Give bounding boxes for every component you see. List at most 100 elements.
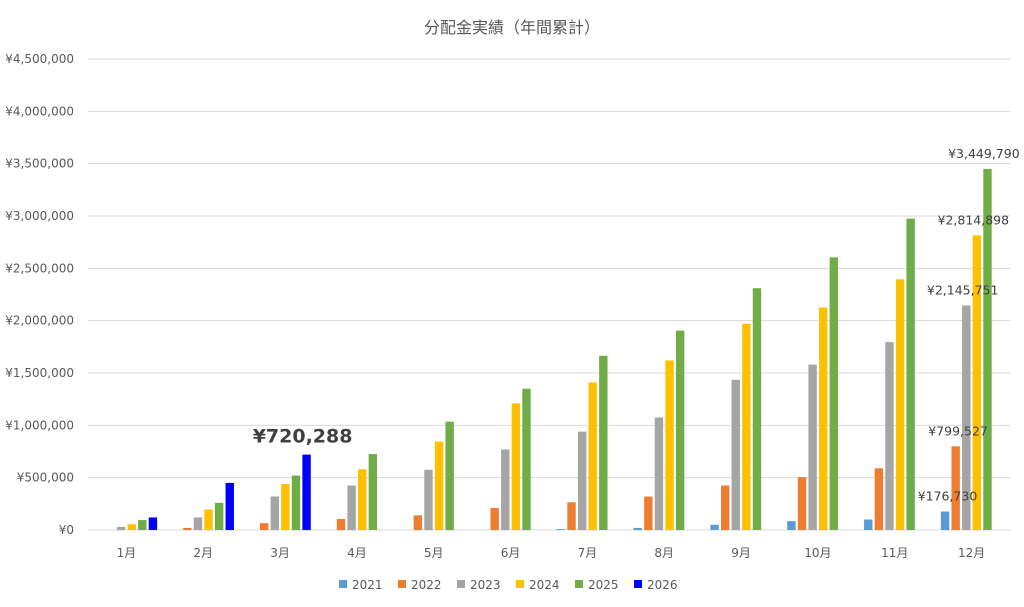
bar-2025-3 — [291, 475, 301, 530]
x-tick-label: 4月 — [347, 546, 367, 560]
legend-label: 2022 — [411, 578, 442, 592]
x-tick-label: 9月 — [731, 546, 751, 560]
bar-2022-11 — [874, 468, 884, 530]
bar-2023-3 — [270, 496, 279, 530]
bar-2022-12 — [951, 446, 960, 530]
bar-2023-11 — [885, 342, 894, 530]
bar-2025-1 — [138, 520, 147, 530]
y-tick-label: ¥0 — [59, 523, 74, 537]
legend-swatch-2022 — [398, 580, 406, 588]
bar-2023-12 — [962, 305, 971, 530]
y-tick-label: ¥2,500,000 — [5, 261, 74, 275]
x-tick-label: 8月 — [654, 546, 674, 560]
x-axis-ticks: 1月 2月 3月 4月 5月 6月 7月 8月 9月 10月 11月 12月 — [117, 546, 986, 560]
bar-2021-9 — [710, 524, 719, 530]
bar-2022-5 — [413, 515, 423, 530]
bar-2023-4 — [347, 485, 356, 530]
bar-2026-1 — [148, 517, 158, 530]
legend-swatch-2025 — [575, 580, 583, 588]
bar-2022-8 — [644, 496, 653, 530]
bar-2025-7 — [599, 355, 608, 530]
legend-swatch-2021 — [339, 580, 347, 588]
bar-2025-6 — [522, 388, 531, 530]
data-label: ¥2,814,898 — [938, 212, 1010, 227]
bar-2026-2 — [225, 482, 234, 530]
data-labels: ¥720,288 ¥176,730 ¥799,527 ¥2,145,751 ¥2,814… — [253, 146, 1020, 504]
y-tick-label: ¥3,500,000 — [5, 157, 74, 171]
bar-2022-2 — [183, 527, 192, 530]
bar-2021-12 — [940, 511, 950, 530]
bar-2023-10 — [808, 364, 817, 530]
bar-2021-8 — [633, 527, 642, 530]
bar-2025-2 — [214, 502, 224, 530]
bar-2024-1 — [127, 524, 136, 530]
bar-2024-4 — [358, 469, 367, 530]
bar-2023-9 — [731, 379, 740, 530]
y-axis-ticks: ¥0 ¥500,000 ¥1,000,000 ¥1,500,000 ¥2,000,000… — [5, 52, 74, 537]
bar-2022-9 — [720, 485, 730, 530]
x-tick-label: 5月 — [424, 546, 444, 560]
y-tick-label: ¥2,000,000 — [5, 314, 74, 328]
y-tick-label: ¥4,000,000 — [5, 104, 74, 118]
y-tick-label: ¥1,500,000 — [5, 366, 74, 380]
x-tick-label: 6月 — [501, 546, 521, 560]
data-label: ¥3,449,790 — [948, 146, 1020, 161]
x-tick-label: 10月 — [804, 546, 831, 560]
bar-2025-12 — [983, 168, 992, 531]
x-tick-label: 2月 — [193, 546, 213, 560]
legend: 2021 2022 2023 2024 2025 2026 — [339, 578, 678, 592]
chart-title: 分配金実績（年間累計） — [424, 18, 600, 37]
bar-2021-10 — [787, 521, 796, 530]
bar-2024-7 — [588, 382, 597, 530]
bar-2023-6 — [501, 449, 510, 530]
x-tick-label: 1月 — [117, 546, 137, 560]
gridlines — [88, 58, 1010, 531]
bar-2021-7 — [556, 529, 566, 530]
bar-2025-10 — [829, 257, 839, 530]
bar-2025-11 — [906, 218, 915, 530]
data-label: ¥799,527 — [928, 423, 988, 438]
y-tick-label: ¥4,500,000 — [5, 52, 74, 66]
legend-swatch-2023 — [457, 580, 465, 588]
legend-swatch-2026 — [634, 580, 642, 588]
bar-2024-6 — [511, 403, 521, 530]
x-tick-label: 7月 — [578, 546, 598, 560]
x-tick-label: 11月 — [881, 546, 908, 560]
bar-2022-4 — [336, 519, 346, 530]
bar-2024-10 — [819, 307, 828, 530]
y-tick-label: ¥1,000,000 — [5, 418, 74, 432]
legend-label: 2023 — [470, 578, 501, 592]
bar-2024-9 — [742, 323, 751, 530]
legend-label: 2024 — [529, 578, 560, 592]
bars — [116, 168, 992, 531]
bar-2023-7 — [577, 431, 587, 530]
bar-2022-7 — [567, 502, 576, 530]
y-tick-label: ¥500,000 — [17, 471, 74, 485]
x-tick-label: 3月 — [270, 546, 290, 560]
bar-2025-9 — [752, 288, 762, 530]
y-tick-label: ¥3,000,000 — [5, 209, 74, 223]
bar-2023-8 — [654, 417, 664, 530]
bar-2024-12 — [972, 235, 982, 530]
bar-2022-6 — [490, 508, 499, 530]
bar-2022-3 — [259, 523, 269, 530]
bar-2024-2 — [204, 509, 213, 530]
bar-2023-1 — [116, 526, 126, 530]
data-label: ¥2,145,751 — [927, 282, 999, 297]
bar-2026-3 — [302, 454, 311, 530]
legend-swatch-2024 — [516, 580, 524, 588]
legend-label: 2021 — [352, 578, 383, 592]
bar-2023-5 — [424, 469, 433, 530]
bar-2024-8 — [665, 360, 674, 530]
bar-2021-11 — [864, 519, 873, 530]
bar-2025-8 — [675, 330, 685, 530]
bar-2025-4 — [368, 454, 378, 530]
x-tick-label: 12月 — [958, 546, 985, 560]
bar-2022-10 — [797, 477, 807, 530]
legend-label: 2025 — [588, 578, 619, 592]
bar-2025-5 — [445, 421, 454, 530]
bar-2024-3 — [281, 483, 290, 530]
bar-2024-11 — [895, 279, 905, 530]
